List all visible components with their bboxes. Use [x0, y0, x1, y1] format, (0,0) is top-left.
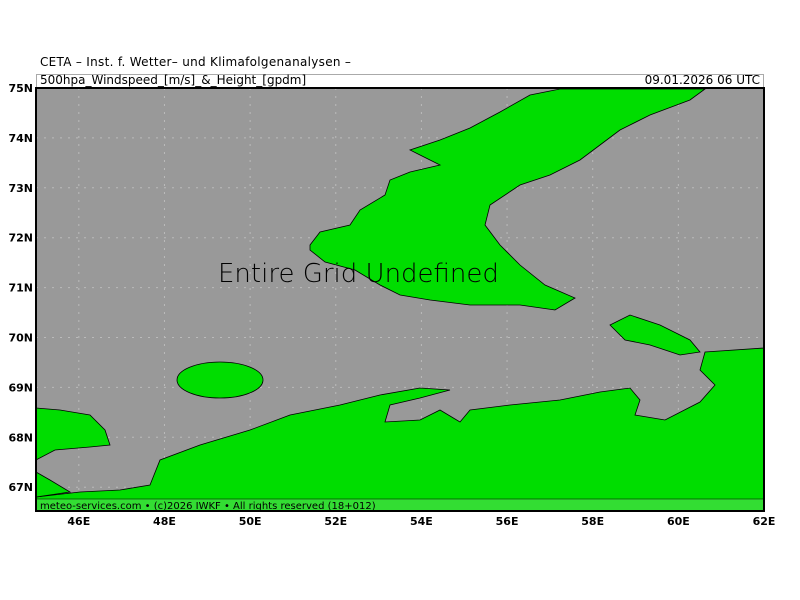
lon-label: 56E	[496, 515, 519, 528]
kanin-peninsula	[35, 407, 111, 461]
undefined-grid-message: Entire Grid Undefined	[218, 259, 499, 289]
lat-label: 67N	[8, 481, 33, 494]
lon-label: 50E	[239, 515, 262, 528]
lat-label: 68N	[8, 431, 33, 444]
lat-label: 71N	[8, 282, 33, 295]
kolguev-island	[176, 361, 264, 399]
product-name: 500hpa_Windspeed_[m/s]_&_Height_[gpdm]	[40, 73, 307, 87]
lon-label: 52E	[324, 515, 347, 528]
valid-time: 09.01.2026 06 UTC	[644, 73, 760, 87]
lon-label: 54E	[410, 515, 433, 528]
lat-label: 69N	[8, 381, 33, 394]
footer-text: meteo-services.com • (c)2026 IWKF • All …	[40, 501, 376, 512]
map-frame	[35, 87, 765, 512]
novaya-zemlya	[309, 88, 707, 311]
subtitle-bar	[36, 74, 764, 87]
lon-label: 48E	[153, 515, 176, 528]
lat-label: 70N	[8, 332, 33, 345]
lon-label: 62E	[753, 515, 776, 528]
lat-label: 74N	[8, 132, 33, 145]
lat-label: 75N	[8, 82, 33, 95]
land	[35, 88, 765, 512]
header-title: CETA – Inst. f. Wetter– und Klimafolgena…	[40, 55, 352, 69]
lon-label: 60E	[667, 515, 690, 528]
lon-label: 46E	[67, 515, 90, 528]
vaygach-island	[609, 314, 701, 356]
lon-label: 58E	[581, 515, 604, 528]
lat-label: 72N	[8, 232, 33, 245]
mainland	[35, 347, 765, 512]
lat-label: 73N	[8, 182, 33, 195]
